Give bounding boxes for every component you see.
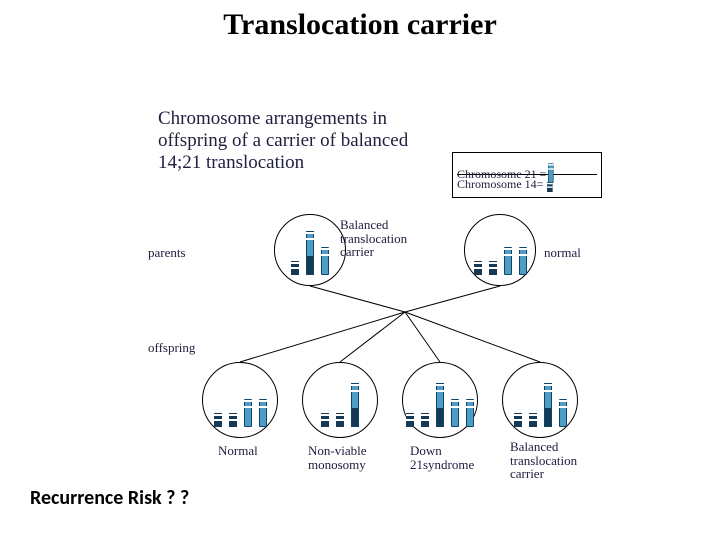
chromosome-21-icon: [451, 399, 459, 427]
legend-row: Chromosome 21 =: [457, 155, 597, 175]
legend-row: Chromosome 14=: [457, 175, 597, 195]
chromosome-14-icon: [291, 261, 299, 275]
cell-off-balanced: [502, 362, 578, 438]
page-title: Translocation carrier: [0, 8, 720, 42]
cell-caption-parent-normal: normal: [544, 246, 581, 260]
diagram-subtitle: Chromosome arrangements inoffspring of a…: [158, 108, 408, 174]
chromosome-14-icon: [229, 413, 237, 427]
cell-caption-parent-carrier: Balancedtranslocationcarrier: [340, 218, 407, 259]
cell-parent-normal: [464, 214, 536, 286]
chromosome-21-icon: [548, 163, 554, 183]
genotype-bars: [512, 383, 569, 427]
chromosome-21-icon: [259, 399, 267, 427]
chromosome-14-icon: [474, 261, 482, 275]
cell-caption-off-down: Down21syndrome: [410, 444, 474, 471]
chromosome-21-icon: [244, 399, 252, 427]
chromosome-14-icon: [336, 413, 344, 427]
chromosome-14-icon: [489, 261, 497, 275]
recurrence-risk-question: Recurrence Risk ? ?: [30, 486, 189, 510]
translocation-chromosome-icon: [306, 231, 314, 275]
chromosome-21-icon: [519, 247, 527, 275]
chromosome-14-icon: [529, 413, 537, 427]
cell-caption-off-balanced: Balancedtranslocationcarrier: [510, 440, 577, 481]
cell-parent-carrier: [274, 214, 346, 286]
chromosome-14-icon: [514, 413, 522, 427]
row-label-offspring: offspring: [148, 340, 195, 356]
legend-label: Chromosome 14=: [457, 177, 543, 191]
chromosome-14-icon: [321, 413, 329, 427]
genotype-bars: [212, 399, 269, 427]
translocation-chromosome-icon: [436, 383, 444, 427]
genotype-bars: [319, 383, 361, 427]
translocation-chromosome-icon: [544, 383, 552, 427]
chromosome-legend: Chromosome 21 = Chromosome 14=: [452, 152, 602, 198]
chromosome-14-icon: [421, 413, 429, 427]
cell-off-normal: [202, 362, 278, 438]
genotype-bars: [289, 231, 331, 275]
row-label-parents: parents: [148, 245, 186, 261]
genotype-bars: [472, 247, 529, 275]
translocation-chromosome-icon: [351, 383, 359, 427]
chromosome-21-icon: [559, 399, 567, 427]
cell-caption-off-normal: Normal: [218, 444, 258, 458]
chromosome-21-icon: [466, 399, 474, 427]
cell-caption-off-nonviable: Non-viablemonosomy: [308, 444, 366, 471]
cell-off-nonviable: [302, 362, 378, 438]
chromosome-14-icon: [547, 182, 553, 192]
chromosome-14-icon: [214, 413, 222, 427]
chromosome-21-icon: [321, 247, 329, 275]
genotype-bars: [404, 383, 476, 427]
cell-off-down: [402, 362, 478, 438]
chromosome-14-icon: [406, 413, 414, 427]
chromosome-21-icon: [504, 247, 512, 275]
